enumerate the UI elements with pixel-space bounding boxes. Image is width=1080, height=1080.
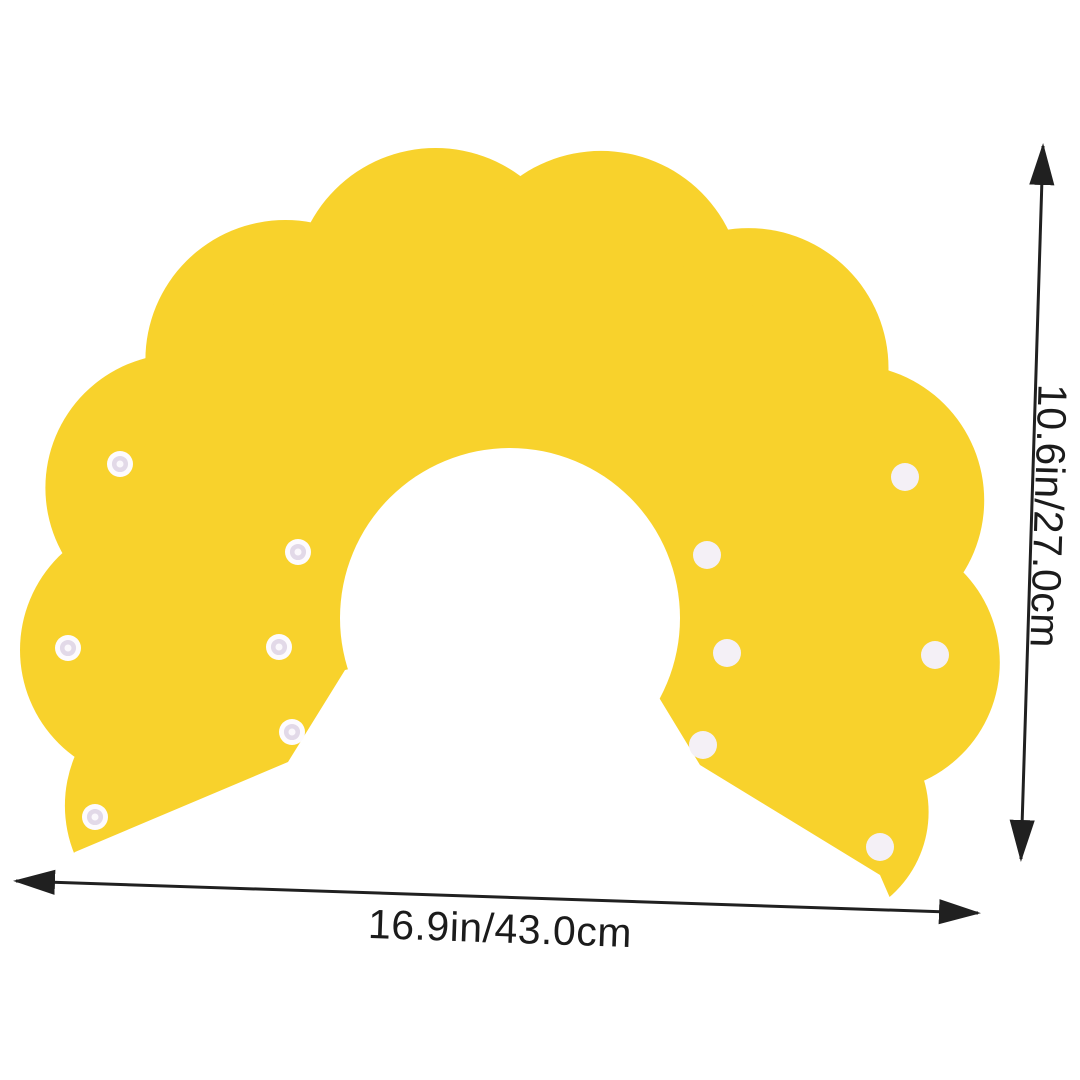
snap-button-layer <box>689 731 717 759</box>
snap-buttons <box>55 451 949 861</box>
snap-button <box>107 451 133 477</box>
snap-button <box>279 719 305 745</box>
snap-button <box>285 539 311 565</box>
snap-button-layer <box>91 813 99 821</box>
width-dimension-line <box>13 869 981 925</box>
height-dimension-line <box>1009 143 1055 862</box>
snap-button-layer <box>866 833 894 861</box>
snap-button <box>866 833 894 861</box>
snap-button-layer <box>921 641 949 669</box>
collar-opening-gap <box>0 630 1000 1080</box>
snap-button <box>689 731 717 759</box>
snap-button <box>921 641 949 669</box>
snap-button-layer <box>713 639 741 667</box>
snap-button-layer <box>275 643 283 651</box>
snap-button <box>693 541 721 569</box>
snap-button-layer <box>116 460 124 468</box>
snap-button-layer <box>294 548 302 556</box>
snap-button <box>55 635 81 661</box>
height-dimension-label: 10.6in/27.0cm <box>1021 383 1076 649</box>
dimension-arrows <box>13 143 1055 925</box>
width-dimension-label: 16.9in/43.0cm <box>367 900 633 957</box>
snap-button-layer <box>891 463 919 491</box>
snap-button-layer <box>288 728 296 736</box>
snap-button <box>891 463 919 491</box>
snap-button <box>266 634 292 660</box>
snap-button-layer <box>64 644 72 652</box>
snap-button <box>713 639 741 667</box>
snap-button-layer <box>693 541 721 569</box>
snap-button <box>82 804 108 830</box>
